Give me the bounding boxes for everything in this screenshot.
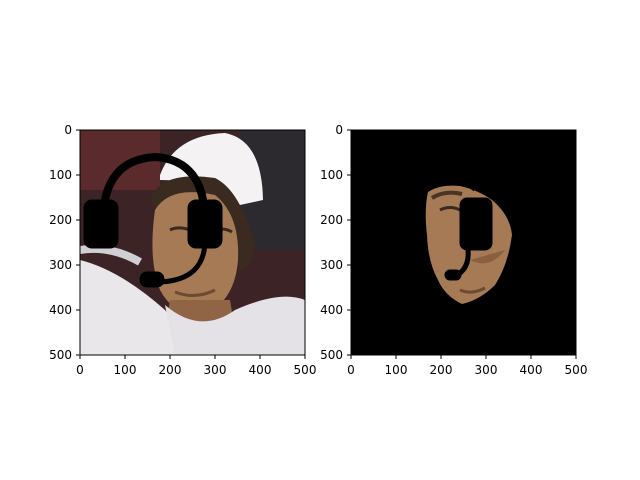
left-x-tick-label: 300 bbox=[204, 363, 227, 377]
left-panel: 0 100 200 300 400 500 0 100 200 300 400 … bbox=[49, 123, 316, 377]
headset-icon bbox=[444, 183, 493, 281]
right-x-tick-label: 300 bbox=[475, 363, 498, 377]
left-tick-marks bbox=[76, 129, 306, 359]
right-x-tick-label: 100 bbox=[385, 363, 408, 377]
left-y-tick-label: 300 bbox=[49, 258, 72, 272]
left-photo bbox=[80, 130, 305, 355]
right-tick-marks bbox=[347, 129, 577, 359]
left-y-tick-label: 500 bbox=[49, 348, 72, 362]
left-y-tick-label: 400 bbox=[49, 303, 72, 317]
right-x-tick-label: 500 bbox=[565, 363, 588, 377]
left-x-tick-label: 500 bbox=[294, 363, 317, 377]
right-x-tick-label: 400 bbox=[520, 363, 543, 377]
right-y-tick-label: 0 bbox=[335, 123, 343, 137]
right-y-tick-label: 200 bbox=[320, 213, 343, 227]
right-y-tick-label: 100 bbox=[320, 168, 343, 182]
left-y-tick-label: 0 bbox=[64, 123, 72, 137]
right-y-tick-label: 300 bbox=[320, 258, 343, 272]
left-x-tick-label: 100 bbox=[114, 363, 137, 377]
right-axes-frame bbox=[350, 129, 577, 356]
left-x-tick-label: 200 bbox=[159, 363, 182, 377]
right-y-tick-label: 500 bbox=[320, 348, 343, 362]
right-panel: 0 100 200 300 400 500 0 100 200 300 400 … bbox=[320, 123, 587, 377]
right-y-tick-label: 400 bbox=[320, 303, 343, 317]
right-x-tick-label: 0 bbox=[347, 363, 355, 377]
left-x-tick-label: 0 bbox=[76, 363, 84, 377]
left-x-tick-label: 400 bbox=[249, 363, 272, 377]
headset-icon bbox=[83, 152, 223, 288]
left-y-tick-label: 200 bbox=[49, 213, 72, 227]
left-y-tick-label: 100 bbox=[49, 168, 72, 182]
right-x-tick-label: 200 bbox=[430, 363, 453, 377]
left-axes-frame bbox=[79, 129, 306, 356]
